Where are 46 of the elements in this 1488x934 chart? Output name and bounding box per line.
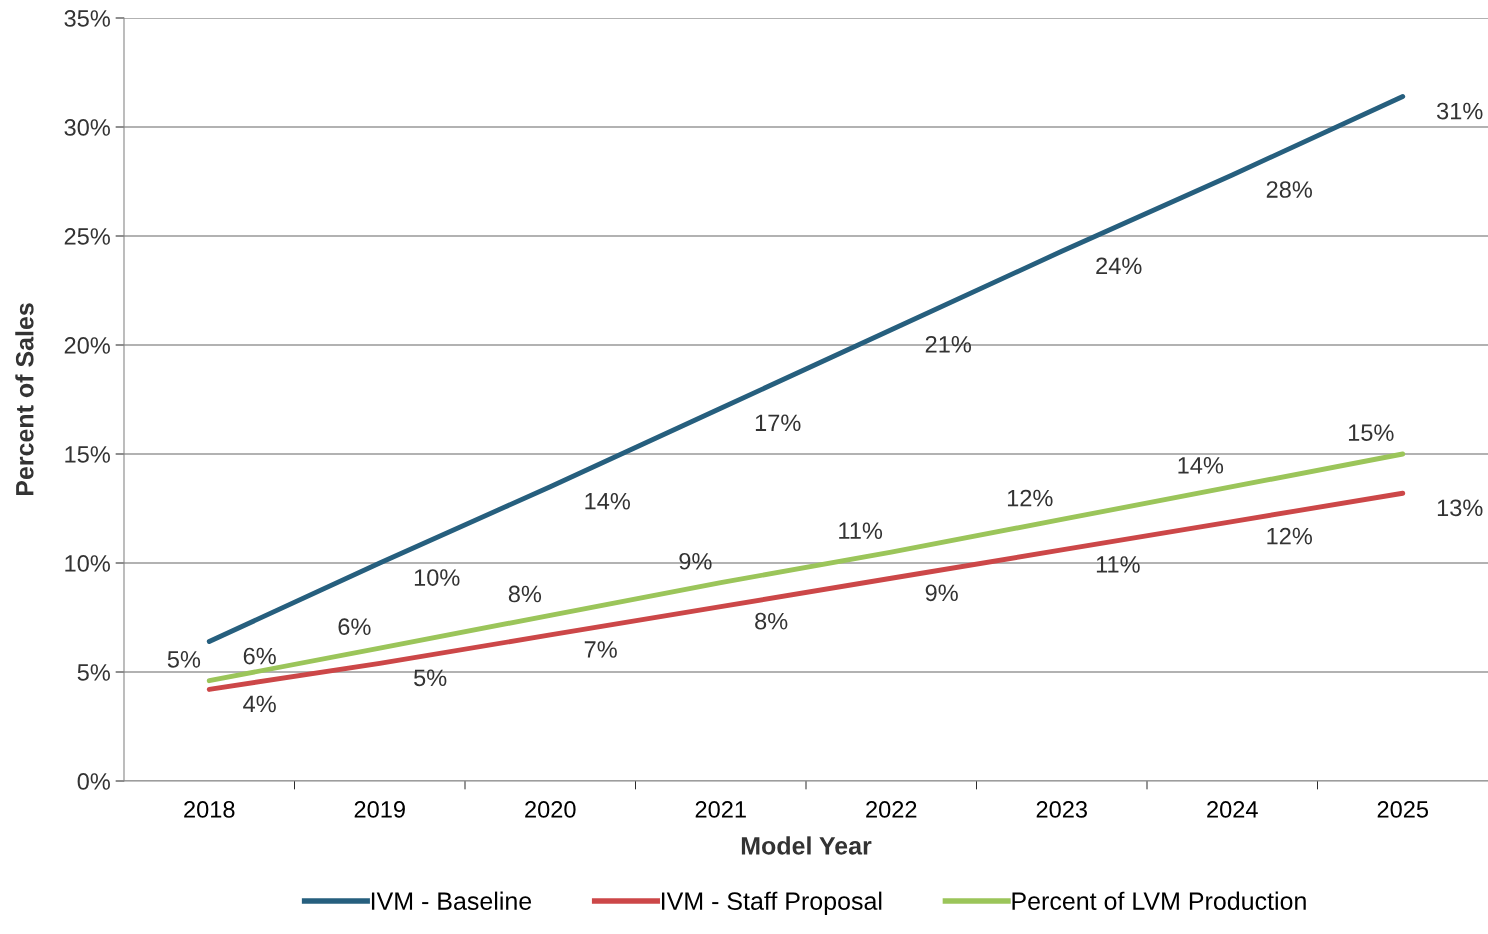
data-label: 14% <box>585 492 630 510</box>
y-tick-label: 20% <box>64 337 110 354</box>
data-label: 15% <box>1348 424 1394 441</box>
data-label: 12% <box>1007 489 1053 507</box>
x-tick-label: 2024 <box>1207 801 1258 818</box>
y-tick-label: 30% <box>64 119 110 136</box>
data-label: 7% <box>584 641 617 658</box>
line-series <box>206 490 1406 692</box>
data-label: 6% <box>243 647 276 665</box>
data-label: 12% <box>1267 527 1312 545</box>
y-tick-label: 35% <box>64 10 110 27</box>
data-label: 21% <box>925 335 971 353</box>
data-label: 11% <box>839 522 883 540</box>
legend-label: IVM - Staff Proposal <box>662 891 882 915</box>
legend-label: Percent of LVM Production <box>1012 891 1306 910</box>
y-tick-label: 10% <box>65 555 110 572</box>
data-label: 9% <box>679 552 712 570</box>
data-label: 4% <box>243 695 276 713</box>
data-label: 5% <box>167 651 201 668</box>
x-axis-title: Model Year <box>741 836 872 855</box>
data-label: 28% <box>1266 181 1312 198</box>
x-tick-label: 2023 <box>1036 801 1087 818</box>
data-label: 31% <box>1436 102 1483 120</box>
x-tick-label: 2019 <box>354 801 405 818</box>
data-label: 8% <box>755 612 788 630</box>
data-label: 9% <box>925 584 958 602</box>
data-label: 10% <box>414 569 460 586</box>
data-label: 8% <box>508 585 542 603</box>
data-label: 13% <box>1437 499 1483 517</box>
data-label: 5% <box>414 669 447 687</box>
data-label: 11% <box>1096 556 1140 573</box>
y-axis-title: Percent of Sales <box>15 303 34 496</box>
y-tick-label: 5% <box>77 664 110 681</box>
data-label: 6% <box>338 618 371 636</box>
legend-label: IVM - Baseline <box>371 891 532 910</box>
data-label: 17% <box>755 414 801 432</box>
x-tick-label: 2018 <box>184 801 235 818</box>
x-tick-label: 2021 <box>695 801 746 818</box>
x-tick-label: 2020 <box>525 801 576 818</box>
data-label: 24% <box>1096 257 1142 275</box>
y-tick-label: 25% <box>64 228 110 245</box>
data-label: 14% <box>1178 457 1224 474</box>
y-tick-label: 15% <box>65 446 110 463</box>
x-tick-label: 2025 <box>1377 801 1429 818</box>
x-tick-label: 2022 <box>866 801 917 818</box>
y-tick-label: 0% <box>77 773 110 790</box>
